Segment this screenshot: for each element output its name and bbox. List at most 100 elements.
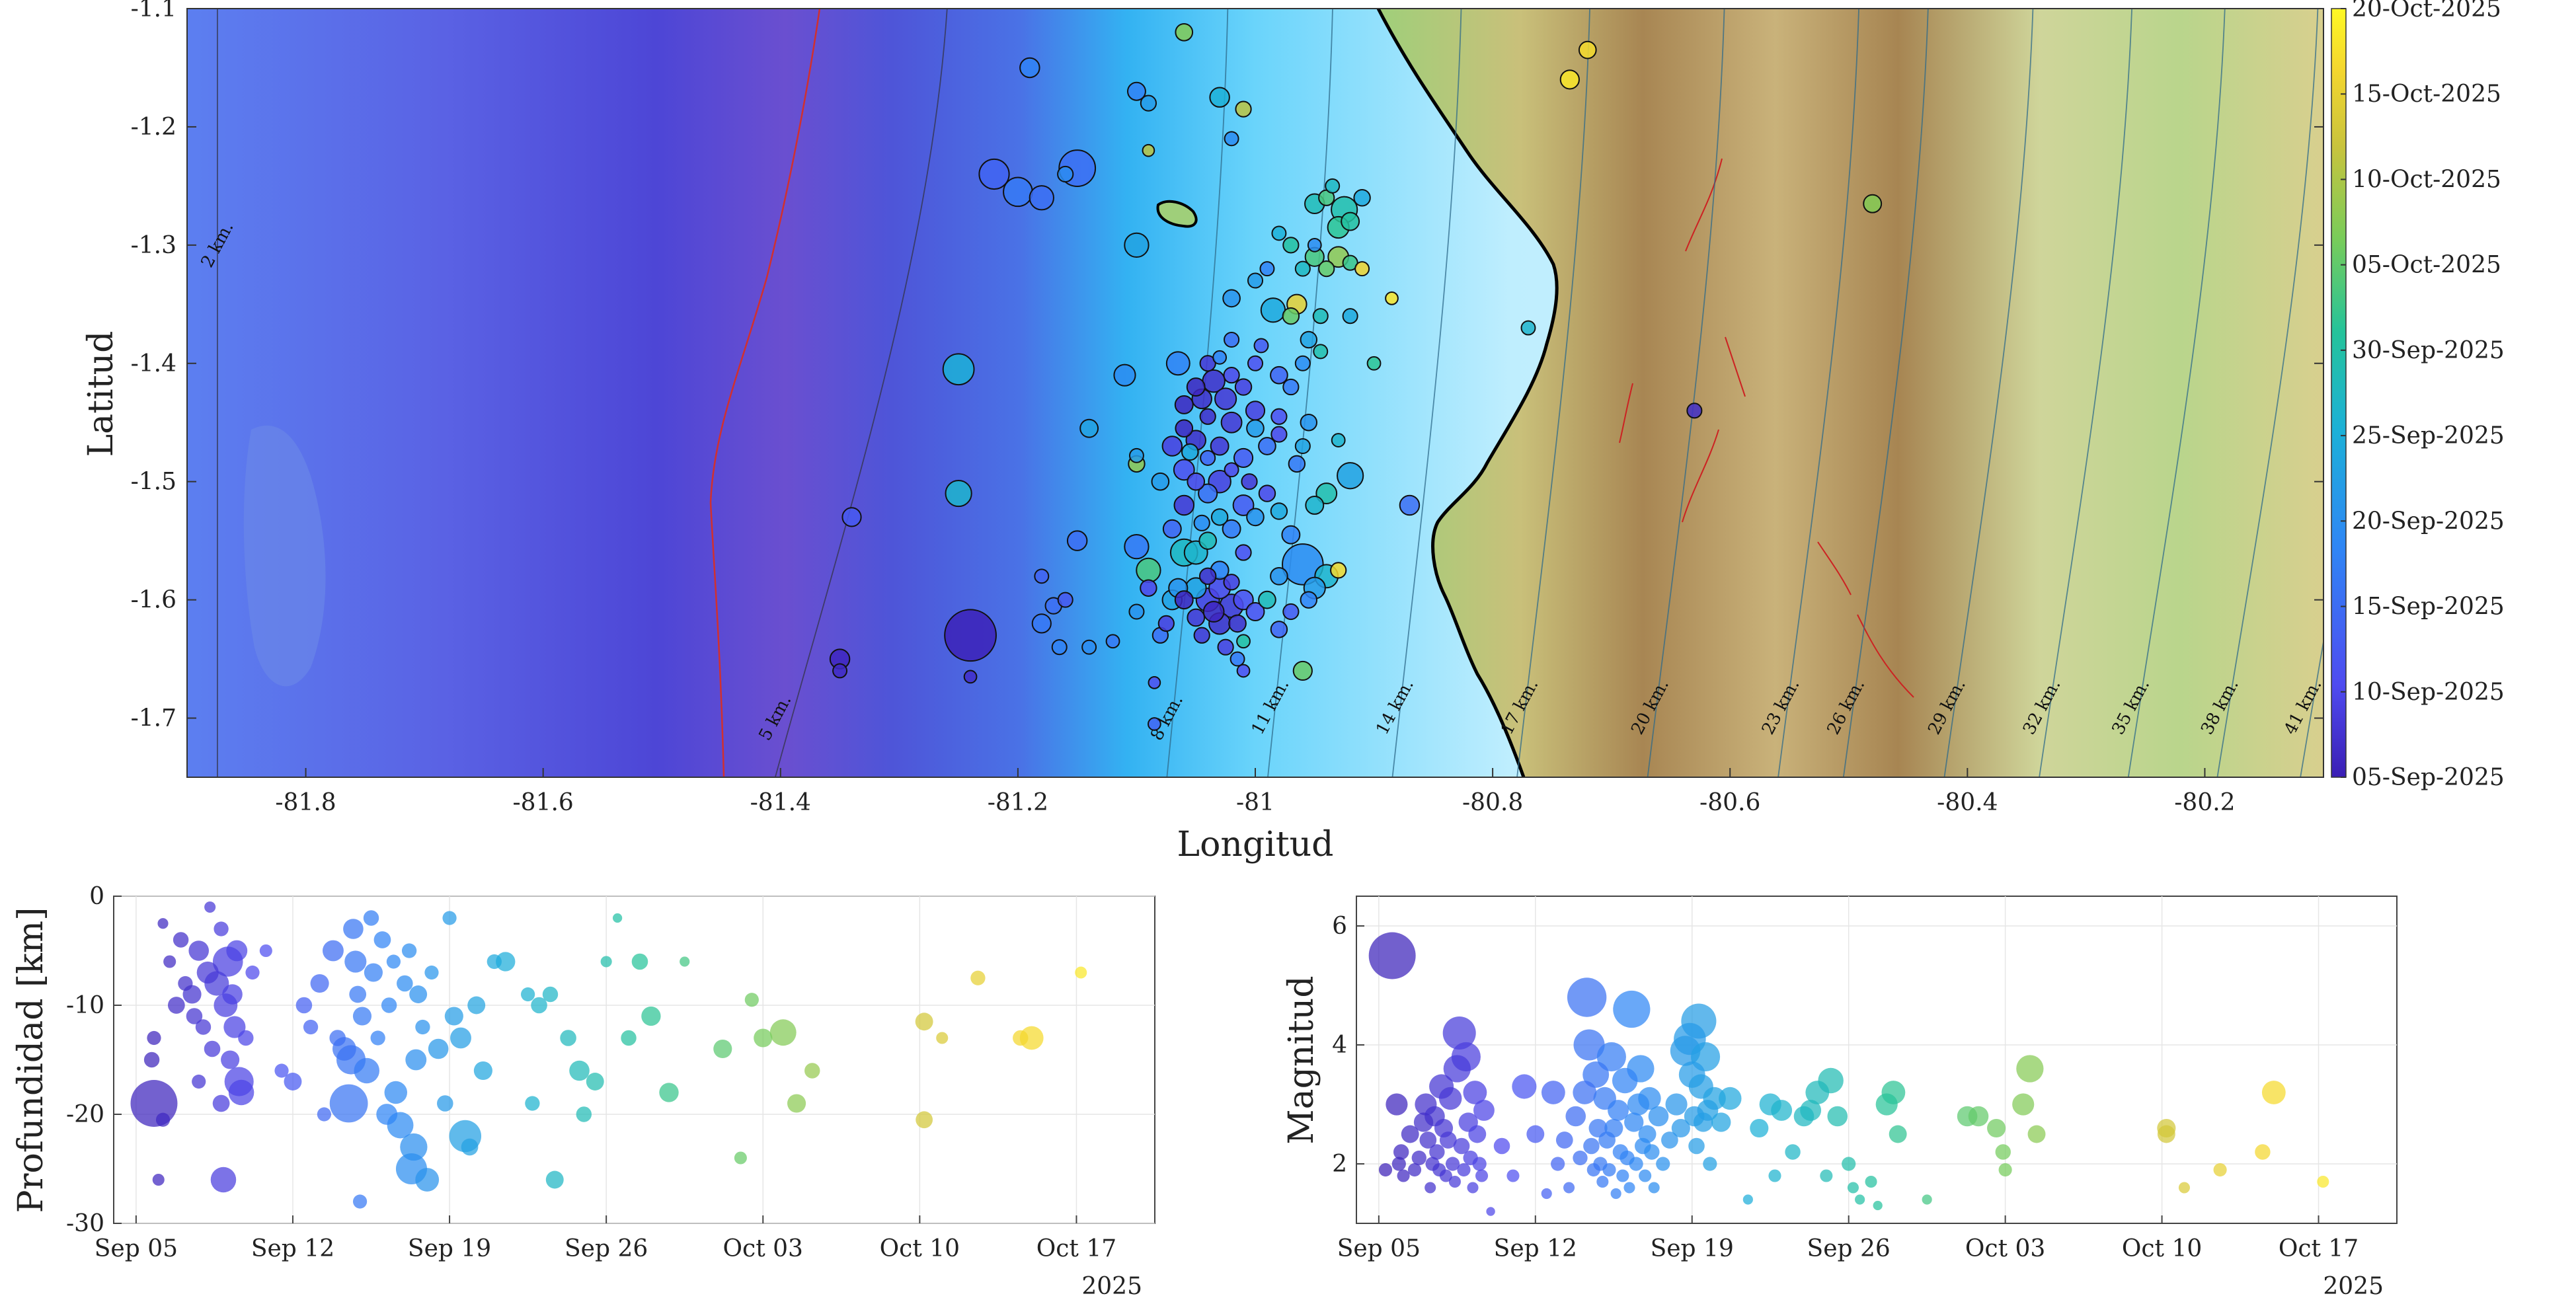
depth-contour-line xyxy=(2127,9,2226,777)
map-xtick-label: -81.2 xyxy=(988,789,1048,816)
event-marker xyxy=(1493,1137,1510,1155)
depth-contour-line xyxy=(1777,9,1859,777)
event-marker xyxy=(1419,1131,1437,1149)
epicenter-marker xyxy=(1140,579,1157,597)
event-marker xyxy=(1596,1175,1609,1188)
epicenter-marker xyxy=(1341,211,1360,231)
event-marker xyxy=(1656,1157,1670,1171)
event-marker xyxy=(936,1032,949,1044)
ytick-label: -20 xyxy=(66,1101,104,1128)
event-marker xyxy=(157,918,169,929)
event-marker xyxy=(1457,1163,1471,1177)
event-marker xyxy=(352,1194,368,1209)
event-marker xyxy=(1998,1163,2012,1177)
event-marker xyxy=(1627,1093,1650,1116)
inland-fault-6 xyxy=(1682,429,1719,523)
event-marker xyxy=(409,985,428,1003)
epicenter-marker xyxy=(1259,261,1275,277)
event-marker xyxy=(415,1168,440,1192)
event-marker xyxy=(2213,1163,2227,1177)
event-marker xyxy=(576,1106,592,1122)
epicenter-marker xyxy=(1258,437,1276,455)
epicenter-marker xyxy=(1187,472,1206,491)
event-marker xyxy=(437,1095,453,1112)
inland-fault-1 xyxy=(1685,158,1723,252)
event-marker xyxy=(173,932,189,948)
epicenter-marker xyxy=(1224,131,1239,147)
event-marker xyxy=(192,1074,206,1089)
event-marker xyxy=(586,1073,604,1091)
event-marker xyxy=(329,1084,368,1123)
event-marker xyxy=(1378,1163,1393,1177)
epicenter-marker xyxy=(1151,472,1170,491)
event-marker xyxy=(1582,1061,1610,1088)
epicenter-marker xyxy=(832,663,848,679)
epicenter-marker xyxy=(1140,95,1157,112)
event-marker xyxy=(1443,1055,1471,1083)
xtick-label: Sep 05 xyxy=(1337,1235,1421,1262)
depth-axes-box xyxy=(113,896,1155,1224)
epicenter-marker xyxy=(1399,494,1421,516)
epicenter-marker xyxy=(1162,519,1182,539)
event-marker xyxy=(214,921,229,937)
event-marker xyxy=(1598,1131,1616,1149)
event-marker xyxy=(343,919,364,939)
event-marker xyxy=(1442,1016,1476,1050)
event-marker xyxy=(1473,1100,1495,1121)
map-panel: 2 km.5 km. 8 km. 11 km. 14 km. 17 km. 20 km. 2… xyxy=(81,0,2324,864)
event-marker xyxy=(1425,1182,1436,1194)
event-marker xyxy=(542,986,559,1003)
epicenter-marker xyxy=(1229,651,1245,667)
colorbar-ticks: 05-Sep-2025 10-Sep-2025 15-Sep-2025 20-Sep-… xyxy=(2341,0,2505,791)
epicenter-marker xyxy=(1686,402,1703,419)
colorbar-gradient xyxy=(2331,8,2347,778)
map-ytick-label: -1.3 xyxy=(131,232,176,259)
event-marker xyxy=(1873,1200,1883,1211)
event-marker xyxy=(1671,1118,1690,1138)
map-xtick-label: -81.4 xyxy=(750,789,811,816)
event-marker xyxy=(1468,1125,1487,1143)
epicenter-marker xyxy=(1209,87,1230,108)
event-marker xyxy=(569,1060,590,1081)
event-marker xyxy=(303,1019,319,1035)
epicenter-marker xyxy=(1270,502,1288,520)
event-marker xyxy=(2157,1125,2175,1143)
epicenter-marker xyxy=(1307,237,1322,252)
xtick-label: Sep 12 xyxy=(1494,1235,1577,1262)
event-marker xyxy=(284,1073,302,1091)
event-marker xyxy=(1411,1150,1426,1166)
epicenter-marker xyxy=(1173,459,1195,481)
map-xtick-label: -81.8 xyxy=(275,789,336,816)
event-marker xyxy=(1368,932,1416,979)
epicenter-marker xyxy=(1173,494,1195,516)
ytick-label: 2 xyxy=(1332,1151,1347,1178)
depth-contour-line xyxy=(774,9,948,777)
epicenter-marker xyxy=(1288,455,1306,473)
epicenter-marker xyxy=(1270,621,1288,638)
epicenter-marker xyxy=(1124,533,1150,560)
xtick-label: Sep 19 xyxy=(408,1235,491,1262)
event-marker xyxy=(734,1151,747,1165)
event-marker xyxy=(1448,1175,1461,1188)
event-marker xyxy=(1407,1163,1422,1177)
epicenter-marker xyxy=(841,507,862,527)
epicenter-marker xyxy=(1385,291,1399,305)
event-marker xyxy=(804,1063,820,1079)
epicenter-marker xyxy=(1282,237,1300,254)
event-marker xyxy=(1711,1112,1731,1132)
event-marker xyxy=(1820,1169,1833,1182)
epicenter-marker xyxy=(1236,634,1251,649)
event-marker xyxy=(147,1030,161,1046)
epicenter-marker xyxy=(1294,355,1311,371)
event-marker xyxy=(401,943,417,958)
event-marker xyxy=(317,1107,331,1122)
event-marker xyxy=(1391,1157,1406,1171)
event-marker xyxy=(1995,1144,2011,1160)
event-marker xyxy=(424,965,439,980)
event-marker xyxy=(521,987,535,1002)
epicenter-marker xyxy=(1202,601,1225,623)
xtick-label: Sep 26 xyxy=(565,1235,648,1262)
epicenter-marker xyxy=(1228,614,1247,633)
epicenter-marker xyxy=(1312,308,1329,325)
